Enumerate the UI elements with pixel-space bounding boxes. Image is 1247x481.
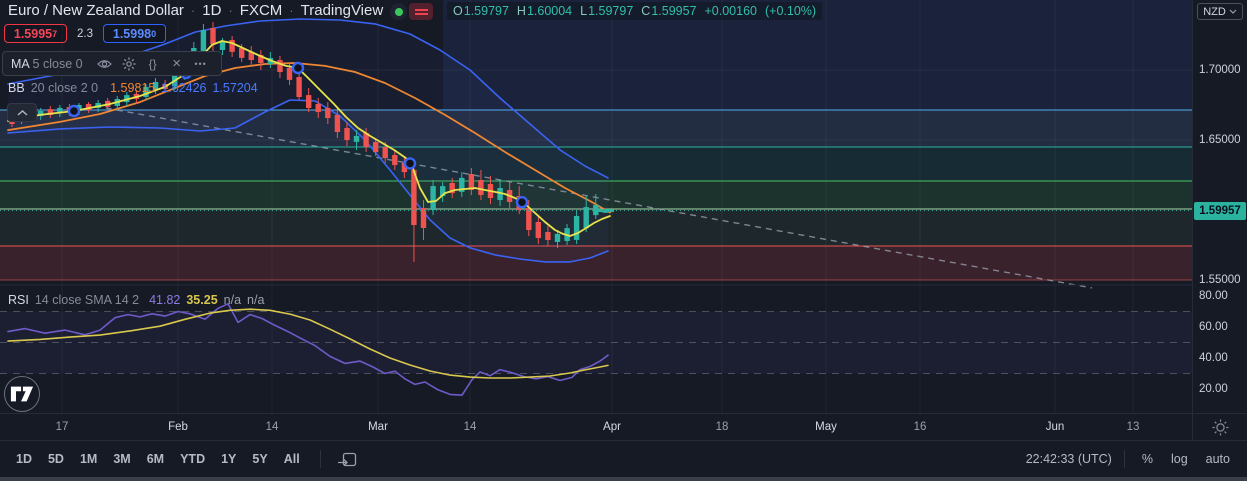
- title-separator: ·: [190, 3, 196, 18]
- auto-scale-button[interactable]: auto: [1205, 452, 1230, 466]
- more-options-icon[interactable]: •••: [194, 58, 207, 69]
- high-label: H: [516, 4, 526, 18]
- bottom-edge-strip: [0, 477, 1247, 481]
- spread-value: 2.3: [77, 27, 93, 40]
- remove-indicator-icon[interactable]: ×: [172, 55, 181, 72]
- range-button-1m[interactable]: 1M: [79, 452, 98, 466]
- ma-indicator-legend[interactable]: MA 5 close 0 {} × •••: [2, 51, 222, 76]
- price-and-rsi-chart[interactable]: [0, 0, 1192, 413]
- time-axis-label: 16: [913, 421, 927, 433]
- time-axis-label: Jun: [1045, 421, 1065, 433]
- change-value: +0.00160: [704, 4, 757, 18]
- bb-lower-value: 1.57204: [212, 81, 258, 95]
- open-value: 1.59797: [463, 4, 509, 18]
- collapse-legend-button[interactable]: [7, 103, 37, 122]
- ma-params: 5 close 0: [32, 56, 83, 71]
- range-button-all[interactable]: All: [283, 452, 300, 466]
- rsi-axis-label: 20.00: [1199, 383, 1228, 395]
- bb-upper-value: 1.62426: [161, 81, 207, 95]
- symbol-title[interactable]: Euro / New Zealand Dollar: [8, 2, 184, 19]
- low-value: 1.59797: [588, 4, 634, 18]
- price-axis-label: 1.55000: [1199, 274, 1241, 286]
- eye-icon[interactable]: [93, 54, 117, 73]
- tradingview-logo-icon: [10, 386, 34, 402]
- price-axis[interactable]: NZD 1.70000 1.65000 1.55000 80.00 60.00 40.00…: [1192, 0, 1247, 440]
- rsi-axis-label: 40.00: [1199, 352, 1228, 364]
- currency-selector[interactable]: NZD: [1197, 3, 1243, 20]
- log-scale-button[interactable]: log: [1170, 452, 1188, 466]
- rsi-na-1: n/a: [223, 293, 242, 307]
- time-axis-label: 14: [265, 421, 279, 433]
- range-button-ytd[interactable]: YTD: [180, 452, 206, 466]
- gear-icon[interactable]: [117, 54, 141, 73]
- time-axis-label: 13: [1126, 421, 1140, 433]
- toolbar-divider: [1123, 450, 1125, 468]
- time-axis-label: Mar: [368, 421, 388, 433]
- exchange-label: FXCM: [239, 2, 283, 19]
- time-axis-label: 14: [463, 421, 477, 433]
- low-label: L: [580, 4, 588, 18]
- axis-settings-corner[interactable]: [1192, 413, 1247, 440]
- change-percent: (+0.10%): [764, 4, 817, 18]
- price-axis-label: 1.70000: [1199, 64, 1241, 76]
- bottom-toolbar: 1D 5D 1M 3M 6M YTD 1Y 5Y All 22:42:33 (UTC) % lo…: [0, 440, 1247, 477]
- buy-button[interactable]: 1.5998 0: [103, 24, 166, 43]
- time-axis-label: May: [815, 421, 837, 433]
- title-separator: ·: [228, 3, 233, 18]
- ohlc-readout: O 1.59797 H 1.60004 L 1.59797 C 1.59957 +0.0…: [447, 2, 823, 20]
- rsi-value: 41.82: [149, 293, 181, 307]
- rsi-axis-label: 60.00: [1199, 321, 1228, 333]
- close-label: C: [641, 4, 651, 18]
- chart-plot-area[interactable]: [0, 0, 1192, 413]
- platform-label[interactable]: TradingView: [300, 2, 384, 19]
- go-to-date-button[interactable]: [333, 448, 361, 470]
- market-open-icon: [390, 3, 407, 20]
- high-value: 1.60004: [526, 4, 573, 18]
- close-value: 1.59957: [651, 4, 697, 18]
- range-button-5d[interactable]: 5D: [47, 452, 64, 466]
- sun-settings-icon[interactable]: [1212, 419, 1229, 436]
- last-price-badge: 1.59957: [1194, 201, 1246, 220]
- market-status-pill[interactable]: [390, 3, 433, 20]
- rsi-name: RSI: [8, 293, 29, 307]
- rsi-na-2: n/a: [247, 293, 265, 307]
- time-axis[interactable]: 17 Feb 14 Mar 14 Apr 18 May 16 Jun 13: [0, 413, 1192, 440]
- interval-label[interactable]: 1D: [202, 2, 222, 19]
- go-to-date-icon: [337, 452, 356, 466]
- time-axis-label: Apr: [603, 421, 621, 433]
- open-label: O: [453, 4, 463, 18]
- quote-row: 1.5995 7 2.3 1.5998 0: [4, 24, 166, 43]
- rsi-indicator-legend[interactable]: RSI 14 close SMA 14 2 41.82 35.25 n/a n/…: [8, 293, 264, 307]
- delayed-data-icon: [409, 3, 433, 20]
- source-code-icon[interactable]: {}: [148, 56, 157, 71]
- range-button-1d[interactable]: 1D: [16, 452, 32, 466]
- bb-name: BB: [8, 81, 25, 95]
- range-button-1y[interactable]: 1Y: [221, 452, 237, 466]
- chevron-up-icon: [17, 109, 27, 116]
- range-button-5y[interactable]: 5Y: [252, 452, 268, 466]
- time-axis-label: 17: [55, 421, 69, 433]
- tradingview-logo[interactable]: [4, 376, 40, 412]
- time-axis-label: Feb: [168, 421, 188, 433]
- range-button-6m[interactable]: 6M: [146, 452, 165, 466]
- percent-scale-button[interactable]: %: [1141, 452, 1153, 466]
- toolbar-divider: [319, 450, 321, 468]
- symbol-header[interactable]: Euro / New Zealand Dollar · 1D · FXCM · …: [8, 2, 383, 19]
- bb-indicator-legend[interactable]: BB 20 close 2 0 1.59815 1.62426 1.57204: [8, 81, 258, 95]
- ma-name: MA: [11, 56, 30, 71]
- range-button-3m[interactable]: 3M: [113, 452, 131, 466]
- time-axis-label: 18: [715, 421, 729, 433]
- title-separator: ·: [289, 3, 294, 18]
- sell-button[interactable]: 1.5995 7: [4, 24, 67, 43]
- bb-params: 20 close 2 0: [30, 81, 99, 95]
- rsi-axis-label: 80.00: [1199, 290, 1228, 302]
- rsi-params: 14 close SMA 14 2: [34, 293, 140, 307]
- rsi-sma-value: 35.25: [186, 293, 218, 307]
- chevron-down-icon: [1229, 9, 1237, 14]
- price-axis-label: 1.65000: [1199, 134, 1241, 146]
- bb-basis-value: 1.59815: [110, 81, 156, 95]
- clock-utc[interactable]: 22:42:33 (UTC): [1025, 452, 1112, 466]
